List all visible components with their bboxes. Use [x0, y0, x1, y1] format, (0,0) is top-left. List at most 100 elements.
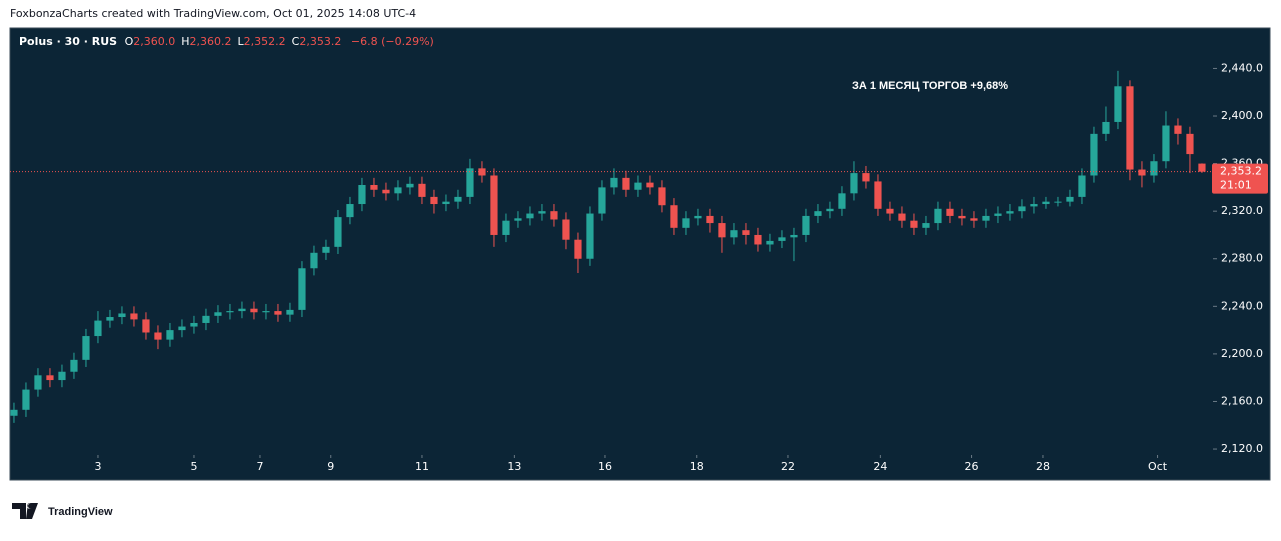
candle-body [274, 311, 282, 315]
x-tick-label: 24 [873, 460, 887, 473]
legend-value: 2,360.2 [190, 35, 232, 48]
last-price-box [1212, 163, 1268, 194]
candle-body [910, 220, 918, 228]
candle-body [94, 320, 102, 337]
candle-body [934, 208, 942, 224]
candle-body [142, 319, 150, 333]
legend-value: 2,353.2 [299, 35, 341, 48]
candle-body [1138, 169, 1146, 176]
candle-body [1114, 86, 1122, 122]
candle-body [394, 187, 402, 194]
y-tick-label: 2,120.0 [1221, 442, 1263, 455]
legend-value: 2,352.2 [244, 35, 286, 48]
x-tick-label: 5 [190, 460, 197, 473]
logo-mark [12, 503, 38, 519]
candle-body [658, 187, 666, 206]
candle-body [82, 336, 90, 360]
y-tick-label: 2,400.0 [1221, 109, 1263, 122]
candle-body [442, 201, 450, 205]
candle-body [166, 330, 174, 340]
candle-body [502, 220, 510, 235]
candle-body [826, 208, 834, 212]
candle-body [586, 213, 594, 259]
candle-body [730, 230, 738, 238]
candle-body [22, 389, 30, 410]
candle-body [874, 181, 882, 209]
candle-body [106, 317, 114, 321]
candle-body [526, 213, 534, 219]
x-tick-label: 28 [1036, 460, 1050, 473]
candle-body [754, 234, 762, 245]
candle-body [790, 234, 798, 238]
candle-body [838, 193, 846, 209]
candle-body [1018, 206, 1026, 212]
plot [10, 70, 1213, 423]
candle-body [202, 315, 210, 323]
legend-key: O [125, 35, 134, 48]
candle-body [250, 308, 258, 313]
ohlc: O2,360.0 H2,360.2 L2,352.2 C2,353.2 [125, 35, 342, 48]
last-price-label: 2,353.2 [1220, 165, 1262, 178]
candle-body [262, 311, 270, 313]
candle-body [1150, 161, 1158, 176]
attribution: FoxbonzaCharts created with TradingView.… [10, 7, 416, 20]
candle-body [154, 332, 162, 340]
candle-body [430, 196, 438, 205]
x-tick-label: 26 [965, 460, 979, 473]
candle-body [190, 322, 198, 327]
x-tick-label: 18 [690, 460, 704, 473]
candle-body [706, 215, 714, 224]
candle-body [382, 189, 390, 194]
legend-key: C [292, 35, 300, 48]
candle-body [958, 215, 966, 219]
candle-body [178, 326, 186, 331]
candle-body [370, 185, 378, 190]
candle-body [1126, 86, 1134, 170]
candle-body [298, 268, 306, 310]
candle-body [850, 173, 858, 194]
candle-body [886, 208, 894, 214]
candle-body [898, 213, 906, 221]
candle-body [814, 211, 822, 216]
candle-body [538, 211, 546, 214]
candle-body [1162, 125, 1170, 162]
candle-body [1186, 133, 1194, 155]
x-tick-label: 16 [598, 460, 612, 473]
candle-body [574, 239, 582, 259]
candle-body [238, 308, 246, 312]
candle-body [946, 208, 954, 216]
candle-body [634, 182, 642, 190]
x-tick-label: 11 [415, 460, 429, 473]
brand: TradingView [48, 506, 113, 518]
candle-body [322, 246, 330, 253]
candle-body [490, 175, 498, 235]
candle-body [682, 218, 690, 228]
annotation: ЗА 1 МЕСЯЦ ТОРГОВ +9,68% [852, 80, 1008, 92]
chart-panel [9, 27, 1271, 481]
candle-body [622, 177, 630, 190]
y-tick-label: 2,320.0 [1221, 204, 1263, 217]
candle-body [1066, 196, 1074, 202]
candle-body [742, 230, 750, 235]
candle-body [10, 409, 18, 416]
change: −6.8 (−0.29%) [351, 35, 434, 48]
candle-body [1102, 121, 1110, 134]
candle-body [778, 237, 786, 241]
candle-body [550, 211, 558, 220]
legend-key: L [238, 35, 245, 48]
candle-body [58, 371, 66, 381]
candle-body [214, 312, 222, 316]
x-tick-label: 9 [327, 460, 334, 473]
candle-body [418, 183, 426, 197]
candle-body [718, 223, 726, 238]
candle-body [1042, 201, 1050, 205]
y-tick-label: 2,280.0 [1221, 252, 1263, 265]
candle-body [1054, 201, 1062, 203]
candle-body [1090, 133, 1098, 176]
candle-body [670, 205, 678, 228]
candle-body [118, 313, 126, 318]
x-tick-label: 3 [94, 460, 101, 473]
logo-dot [28, 503, 34, 509]
